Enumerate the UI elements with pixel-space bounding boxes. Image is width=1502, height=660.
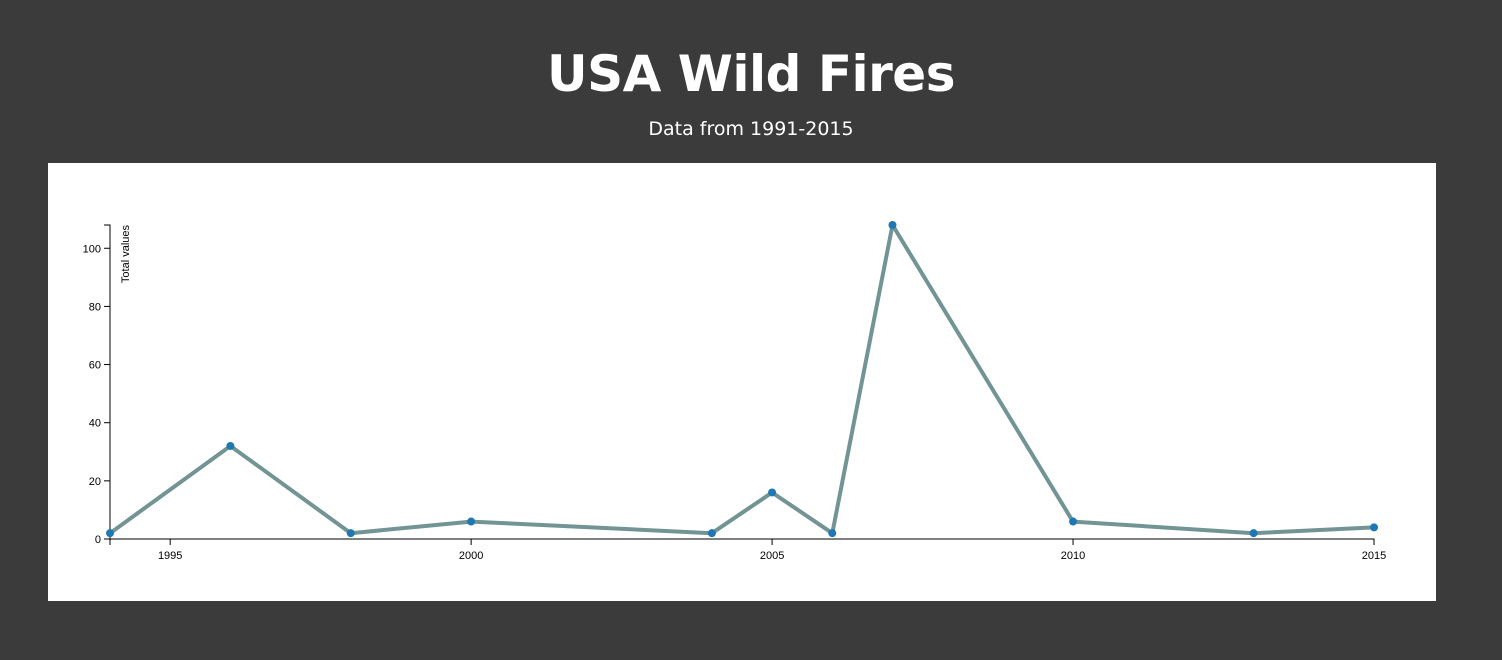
data-point[interactable]: [1249, 529, 1258, 538]
data-point[interactable]: [346, 529, 355, 538]
data-point[interactable]: [1069, 517, 1078, 526]
line-chart: 1995 2000 2005 2010 2015 0 20 40 60 80 100 Total …: [83, 221, 1386, 562]
x-axis: 1995 2000 2005 2010 2015: [109, 538, 1386, 562]
y-tick-label: 0: [95, 534, 101, 546]
data-point[interactable]: [768, 488, 777, 497]
data-point[interactable]: [828, 529, 837, 538]
page-header: USA Wild Fires Data from 1991-2015: [0, 0, 1502, 163]
data-point[interactable]: [888, 221, 897, 229]
x-tick-label: 1995: [158, 550, 182, 562]
y-tick-label: 60: [89, 360, 101, 372]
x-tick-label: 2000: [459, 550, 483, 562]
x-tick-label: 2005: [760, 550, 784, 562]
y-axis: 0 20 40 60 80 100: [83, 224, 111, 546]
y-axis-title: Total values: [120, 225, 132, 284]
x-tick-label: 2015: [1362, 550, 1386, 562]
y-tick-label: 20: [89, 476, 101, 488]
y-tick-label: 40: [89, 418, 101, 430]
series-group: [106, 221, 1378, 538]
page-subtitle: Data from 1991-2015: [648, 118, 854, 140]
y-axis-line: [104, 224, 111, 540]
x-axis-line: [109, 538, 1375, 545]
chart-panel: 1995 2000 2005 2010 2015 0 20 40 60 80 100 Total …: [48, 163, 1436, 601]
data-point[interactable]: [226, 441, 235, 450]
data-point[interactable]: [467, 517, 476, 526]
data-point[interactable]: [106, 529, 114, 538]
y-tick-label: 80: [89, 301, 101, 313]
data-point[interactable]: [1370, 523, 1378, 532]
data-point[interactable]: [707, 529, 716, 538]
x-tick-label: 2010: [1061, 550, 1085, 562]
series-line: [108, 223, 1375, 536]
y-tick-label: 100: [83, 243, 101, 255]
page-title: USA Wild Fires: [547, 45, 955, 103]
